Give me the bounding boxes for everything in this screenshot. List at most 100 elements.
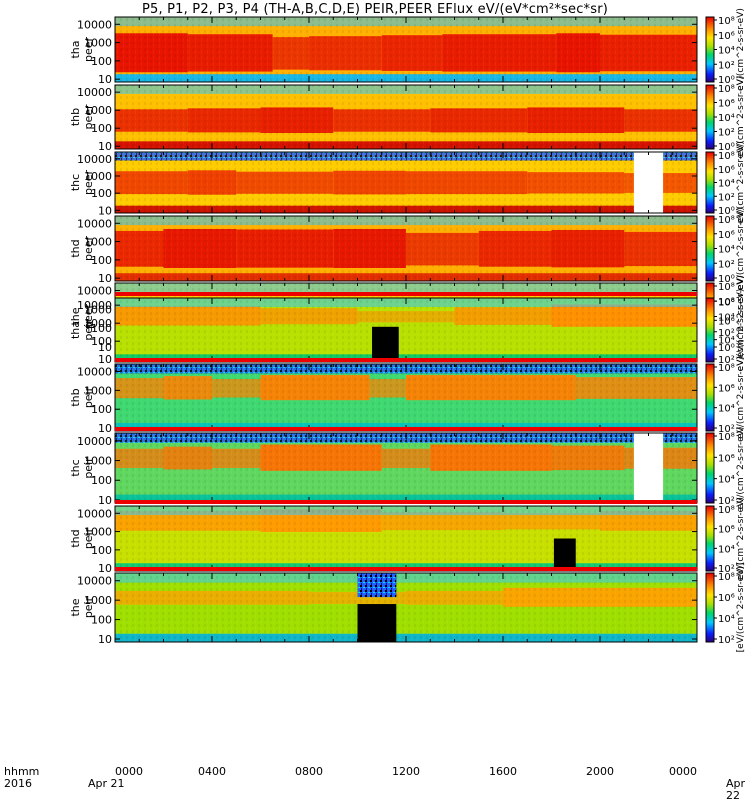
- y-tick-label: 10000: [77, 285, 112, 298]
- colorbar: 10⁸ 10⁶ 10⁴ 10² 10⁰ eV/(cm^2-s-sr-eV): [705, 76, 746, 158]
- colorbar: 10⁸ 10⁶ 10⁴ 10² eV/(cm^2-s-sr-eV): [705, 427, 746, 510]
- colorbar-gradient: [705, 215, 715, 282]
- y-tick-label: 10000: [77, 299, 112, 312]
- colorbar-gradient: [705, 505, 715, 572]
- x-tick-label: 0800: [295, 765, 323, 778]
- panel-tha-peer: 10000 1000 100 10 tha peer 10⁸ 10⁶ 10⁴ 10² 10⁰ eV/(…: [69, 8, 746, 91]
- colorbar-gradient: [705, 84, 715, 150]
- y-tick-label: 10000: [77, 435, 112, 448]
- hhmm-label: hhmm: [4, 765, 40, 778]
- colorbar-tick-label: 10²: [718, 496, 735, 507]
- x-tick-label: 0000: [115, 765, 143, 778]
- colorbar-unit-label: eV/(cm^2-s-sr-eV): [736, 141, 746, 224]
- panel-species-label: peer: [82, 170, 95, 196]
- colorbar-tick-label: 10⁶: [718, 99, 735, 110]
- data-gap: [633, 433, 664, 503]
- panel-probe-label: thd: [69, 529, 82, 547]
- x-tick-label: 2000: [586, 765, 614, 778]
- y-tick-label: 1000: [84, 236, 112, 249]
- y-tick-label: 1000: [84, 170, 112, 183]
- colorbar: 10⁸ 10⁶ 10⁴ 10² [eV/(cm^2-s-sr-eV)]: [705, 563, 746, 652]
- colorbar-tick-label: 10²: [718, 564, 735, 575]
- colorbar-tick-label: 10²: [718, 192, 735, 203]
- colorbar-tick-label: 10²: [718, 355, 735, 366]
- colorbar-gradient: [705, 363, 715, 432]
- y-tick-label: 1000: [84, 594, 112, 607]
- y-tick-label: 1000: [84, 317, 112, 330]
- y-tick-label: 10: [98, 204, 112, 217]
- y-tick-label: 10: [98, 73, 112, 86]
- y-tick-label: 100: [91, 55, 112, 68]
- quality-flag-bar: [115, 500, 697, 504]
- colorbar: 10⁸ 10⁶ 10⁴ 10² eV/(cm^2-s-sr-eV): [705, 497, 746, 580]
- colorbar-gradient: [705, 432, 715, 504]
- panel-thc-peir: 10000 1000 100 10 thc peir 10⁸ 10⁶ 10⁴ 10² eV/(cm^…: [69, 427, 746, 510]
- x-tick-label: 1600: [489, 765, 517, 778]
- texture-overlay: [115, 152, 697, 213]
- colorbar-unit-label: eV/(cm^2-s-sr-eV): [736, 427, 746, 510]
- panel-probe-label: thd: [69, 239, 82, 257]
- date-end-label: Apr 22: [726, 777, 746, 802]
- y-tick-label: 100: [91, 335, 112, 348]
- y-tick-label: 10000: [77, 575, 112, 588]
- colorbar-tick-label: 10⁸: [718, 432, 735, 443]
- panel-species-label: peer: [82, 104, 95, 130]
- texture-overlay: [115, 506, 697, 571]
- texture-overlay: [115, 298, 697, 362]
- colorbar: 10⁸ 10⁶ 10⁴ 10² eV/(cm^2-s-sr-eV): [705, 356, 746, 439]
- y-tick-label: 100: [91, 614, 112, 627]
- colorbar-tick-label: 10⁶: [718, 165, 735, 176]
- y-tick-label: 100: [91, 474, 112, 487]
- colorbar-gradient: [705, 151, 715, 214]
- y-tick-label: 10: [98, 422, 112, 435]
- colorbar-tick-label: 10⁸: [718, 363, 735, 374]
- panel-thb-peer: 10000 1000 100 10 thb peer 10⁸ 10⁶ 10⁴ 10² 10⁰ eV/(…: [69, 76, 746, 159]
- colorbar-tick-label: 10⁶: [718, 31, 735, 42]
- y-tick-label: 10000: [77, 507, 112, 520]
- y-tick-label: 100: [91, 187, 112, 200]
- texture-overlay: [115, 85, 697, 149]
- panel-probe-label: thb: [69, 108, 82, 126]
- x-tick-label: 1200: [392, 765, 420, 778]
- panel-species-label: peer: [82, 236, 95, 262]
- panel-species-label: peir: [82, 319, 95, 341]
- x-tick-label: 0000: [669, 765, 697, 778]
- panel-species-label: peir: [82, 386, 95, 408]
- texture-overlay: [115, 216, 697, 281]
- y-tick-label: 100: [91, 544, 112, 557]
- colorbar-tick-label: 10⁴: [718, 336, 735, 347]
- colorbar-tick-label: 10⁶: [718, 525, 735, 536]
- colorbar-tick-label: 10⁸: [718, 84, 735, 95]
- panel-probe-label: the: [69, 598, 82, 616]
- colorbar-tick-label: 10²: [718, 424, 735, 435]
- colorbar-tick-label: 10⁸: [718, 151, 735, 162]
- panel-species-label: peer: [82, 304, 95, 330]
- panel-the-peir: 10000 1000 100 10 the peir 10⁸ 10⁶ 10⁴ 10² [eV/(cm…: [69, 563, 746, 653]
- panel-probe-label: thc: [69, 174, 82, 191]
- texture-overlay: [115, 573, 697, 642]
- date-start-label: Apr 21: [88, 777, 125, 790]
- colorbar-tick-label: 10⁴: [718, 475, 735, 486]
- panel-probe-label: the: [69, 307, 82, 325]
- colorbar-tick-label: 10⁶: [718, 316, 735, 327]
- colorbar-unit-label: eV/(cm^2-s-sr-eV): [736, 275, 746, 358]
- y-tick-label: 10: [98, 140, 112, 153]
- colorbar-tick-label: 10⁰: [718, 274, 735, 285]
- colorbar-gradient: [705, 572, 715, 643]
- colorbar-unit-label: eV/(cm^2-s-sr-eV): [736, 8, 746, 91]
- y-tick-label: 10: [98, 272, 112, 285]
- y-tick-label: 1000: [84, 384, 112, 397]
- y-tick-label: 10: [98, 562, 112, 575]
- colorbar: 10⁸ 10⁶ 10⁴ 10² 10⁰ eV/(cm^2-s-sr-eV): [705, 141, 746, 224]
- colorbar-tick-label: 10⁴: [718, 46, 735, 57]
- colorbar-tick-label: 10⁸: [718, 215, 735, 226]
- colorbar-tick-label: 10⁶: [718, 593, 735, 604]
- colorbar-tick-label: 10⁶: [718, 383, 735, 394]
- black-region-top: [357, 573, 397, 598]
- panel-thb-peir: 10000 1000 100 10 thb peir 10⁸ 10⁶ 10⁴ 10² eV/(cm^…: [69, 356, 746, 439]
- y-tick-label: 10: [98, 633, 112, 646]
- colorbar-tick-label: 10²: [718, 60, 735, 71]
- colorbar-tick-label: 10⁴: [718, 544, 735, 555]
- black-region: [553, 538, 576, 571]
- y-tick-label: 10000: [77, 18, 112, 31]
